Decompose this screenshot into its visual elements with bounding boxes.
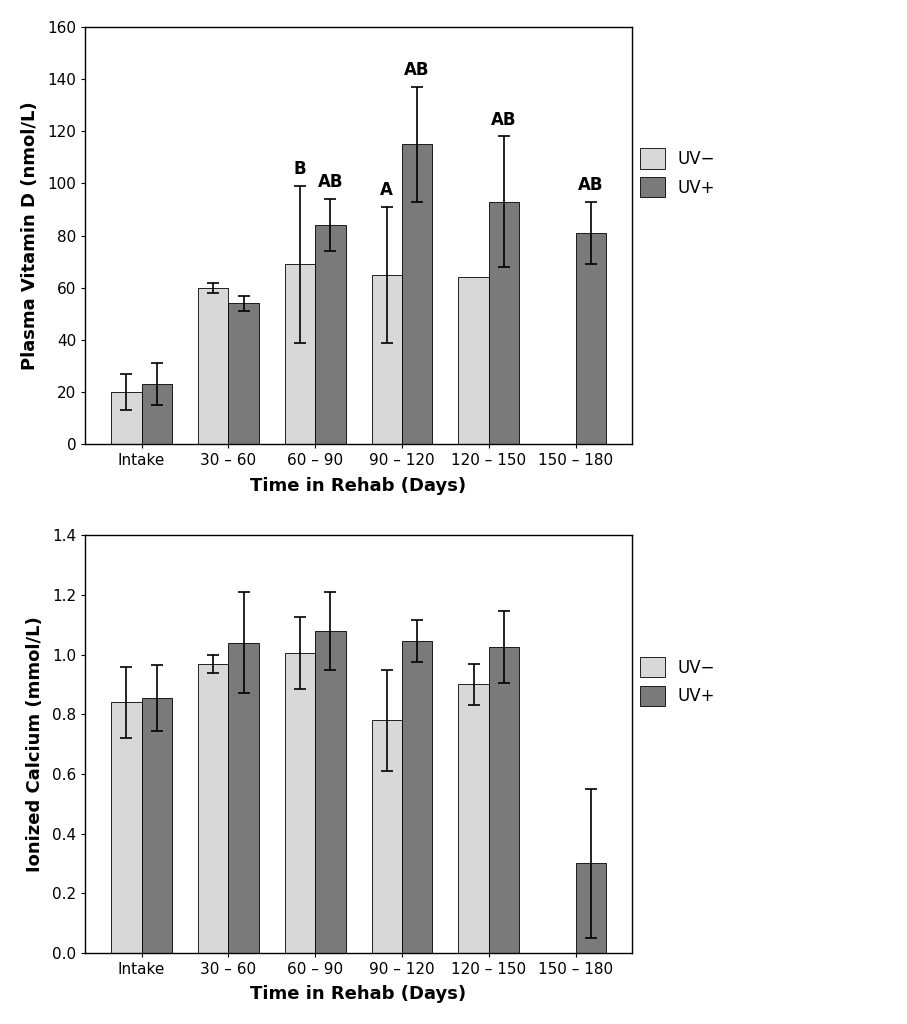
Legend: UV−, UV+: UV−, UV+ [633,141,722,204]
Bar [458,278,489,444]
Bar [402,144,433,444]
Bar [372,274,402,444]
Bar [141,384,172,444]
Bar [576,863,606,952]
Text: AB: AB [492,111,517,129]
X-axis label: Time in Rehab (Days): Time in Rehab (Days) [250,476,466,495]
Bar [112,392,141,444]
Bar [315,225,346,444]
Bar [285,264,315,444]
Bar [198,288,229,444]
Text: B: B [294,160,307,178]
Text: A: A [380,181,394,199]
Bar [576,232,606,444]
Bar [315,631,346,952]
Bar [489,202,519,444]
Bar [141,698,172,952]
Bar [285,653,315,952]
Text: AB: AB [405,61,430,79]
Text: AB: AB [578,176,603,194]
Y-axis label: Ionized Calcium (mmol/L): Ionized Calcium (mmol/L) [25,616,44,872]
Y-axis label: Plasma Vitamin D (nmol/L): Plasma Vitamin D (nmol/L) [21,101,39,370]
Bar [489,647,519,952]
Text: AB: AB [317,173,343,191]
Bar [458,684,489,952]
Bar [372,720,402,952]
Legend: UV−, UV+: UV−, UV+ [633,650,722,713]
Bar [229,303,258,444]
Bar [402,641,433,952]
Bar [198,664,229,952]
Bar [112,702,141,952]
X-axis label: Time in Rehab (Days): Time in Rehab (Days) [250,985,466,1004]
Bar [229,643,258,952]
